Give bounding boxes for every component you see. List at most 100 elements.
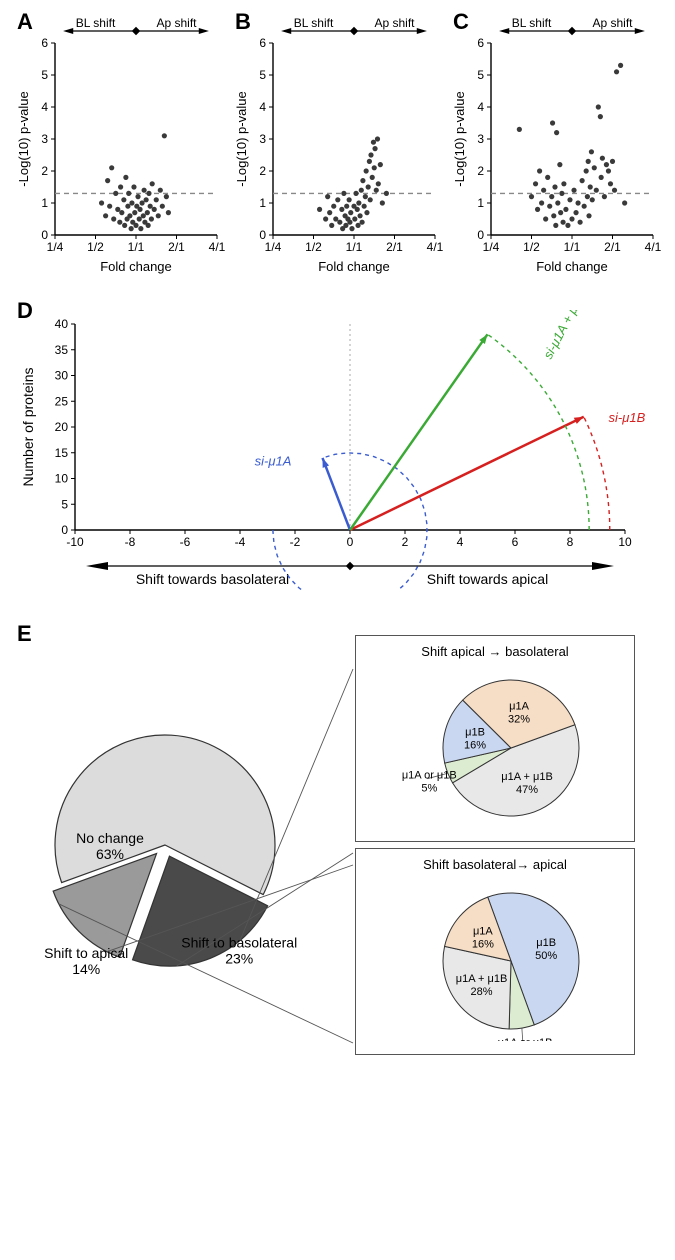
- svg-text:1/2: 1/2: [523, 240, 540, 254]
- svg-text:Shift to basolateral: Shift to basolateral: [181, 934, 297, 950]
- svg-text:6: 6: [477, 36, 484, 50]
- svg-text:2/1: 2/1: [604, 240, 621, 254]
- svg-text:No change: No change: [76, 830, 144, 846]
- svg-text:BL shift: BL shift: [294, 16, 334, 30]
- svg-text:-2: -2: [290, 535, 301, 549]
- svg-text:0: 0: [347, 535, 354, 549]
- svg-text:1/1: 1/1: [128, 240, 145, 254]
- panel-E-label: E: [17, 621, 32, 647]
- svg-text:2/1: 2/1: [386, 240, 403, 254]
- svg-text:4/1: 4/1: [645, 240, 661, 254]
- svg-text:5: 5: [61, 497, 68, 511]
- panel-C: C 01234561/41/21/12/14/1BL shiftAp shift…: [451, 15, 661, 280]
- svg-text:1/4: 1/4: [483, 240, 500, 254]
- svg-text:BL shift: BL shift: [76, 16, 116, 30]
- svg-text:3: 3: [41, 132, 48, 146]
- svg-text:μ1A: μ1A: [509, 700, 529, 712]
- svg-text:6: 6: [41, 36, 48, 50]
- svg-text:14%: 14%: [72, 961, 100, 977]
- svg-text:2: 2: [259, 164, 266, 178]
- svg-text:μ1A + μ1B: μ1A + μ1B: [456, 973, 508, 985]
- svg-text:-10: -10: [66, 535, 84, 549]
- sub-pie-ap-box: Shift basolateral→ apical μ1B50% μ1A or μ…: [355, 848, 635, 1055]
- sub-pie-ap-svg: μ1B50%μ1A or μ1B6%μ1A + μ1B28%μ1A16%: [366, 876, 624, 1041]
- svg-text:-Log(10) p-value: -Log(10) p-value: [452, 91, 467, 186]
- svg-text:Fold change: Fold change: [536, 259, 608, 274]
- svg-text:50%: 50%: [535, 950, 557, 962]
- volcano-A-svg: 01234561/41/21/12/14/1BL shiftAp shiftFo…: [15, 15, 225, 275]
- svg-text:3: 3: [259, 132, 266, 146]
- panel-D: D 0510152025303540-10-8-6-4-20246810Numb…: [15, 310, 660, 595]
- svg-text:1/1: 1/1: [564, 240, 581, 254]
- svg-text:63%: 63%: [96, 846, 124, 862]
- svg-text:23%: 23%: [225, 950, 253, 966]
- svg-text:4: 4: [457, 535, 464, 549]
- svg-text:6: 6: [259, 36, 266, 50]
- svg-text:1: 1: [477, 196, 484, 210]
- vector-svg: 0510152025303540-10-8-6-4-20246810Number…: [15, 310, 655, 590]
- svg-text:si-μ1B: si-μ1B: [609, 410, 646, 425]
- svg-text:10: 10: [618, 535, 632, 549]
- svg-text:1/2: 1/2: [305, 240, 322, 254]
- svg-text:25: 25: [55, 394, 69, 408]
- panel-D-label: D: [17, 298, 33, 324]
- main-pie-svg: No change63% Shift to basolateral23% Shift…: [15, 645, 355, 1045]
- sub-pie-ap-title: Shift basolateral→ apical: [366, 857, 624, 872]
- svg-text:2/1: 2/1: [168, 240, 185, 254]
- sub-pie-bl-title: Shift apical → basolateral: [366, 644, 624, 659]
- panel-C-label: C: [453, 9, 469, 35]
- panel-A-label: A: [17, 9, 33, 35]
- svg-text:40: 40: [55, 317, 69, 331]
- svg-text:μ1A or μ1B: μ1A or μ1B: [498, 1037, 553, 1041]
- svg-text:Shift towards basolateral: Shift towards basolateral: [136, 571, 289, 587]
- svg-text:5%: 5%: [421, 783, 437, 795]
- svg-text:4: 4: [259, 100, 266, 114]
- svg-text:-Log(10) p-value: -Log(10) p-value: [16, 91, 31, 186]
- panel-A: A 01234561/41/21/12/14/1BL shiftAp shift…: [15, 15, 225, 280]
- volcano-B-svg: 01234561/41/21/12/14/1BL shiftAp shiftFo…: [233, 15, 443, 275]
- svg-text:si-μ1A: si-μ1A: [255, 454, 292, 469]
- svg-text:20: 20: [55, 420, 69, 434]
- svg-text:Fold change: Fold change: [318, 259, 390, 274]
- svg-text:16%: 16%: [472, 938, 494, 950]
- svg-text:1/4: 1/4: [265, 240, 282, 254]
- svg-text:10: 10: [55, 472, 69, 486]
- svg-text:4/1: 4/1: [209, 240, 225, 254]
- panel-B: B 01234561/41/21/12/14/1BL shiftAp shift…: [233, 15, 443, 280]
- svg-text:Fold change: Fold change: [100, 259, 172, 274]
- svg-text:2: 2: [477, 164, 484, 178]
- svg-text:-6: -6: [180, 535, 191, 549]
- svg-text:si-μ1A + μ1B: si-μ1A + μ1B: [540, 310, 588, 361]
- svg-text:5: 5: [41, 68, 48, 82]
- svg-text:μ1A or μ1B: μ1A or μ1B: [402, 770, 457, 782]
- svg-text:32%: 32%: [508, 713, 530, 725]
- svg-text:μ1A: μ1A: [473, 925, 493, 937]
- svg-text:4/1: 4/1: [427, 240, 443, 254]
- svg-text:1/1: 1/1: [346, 240, 363, 254]
- svg-text:-8: -8: [125, 535, 136, 549]
- svg-text:2: 2: [41, 164, 48, 178]
- svg-text:30: 30: [55, 369, 69, 383]
- svg-text:Ap shift: Ap shift: [374, 16, 415, 30]
- svg-text:16%: 16%: [464, 740, 486, 752]
- svg-text:3: 3: [477, 132, 484, 146]
- svg-text:1/2: 1/2: [87, 240, 104, 254]
- svg-text:Ap shift: Ap shift: [592, 16, 633, 30]
- svg-text:15: 15: [55, 446, 69, 460]
- svg-text:5: 5: [477, 68, 484, 82]
- svg-text:BL shift: BL shift: [512, 16, 552, 30]
- svg-text:Shift to apical: Shift to apical: [44, 945, 128, 961]
- svg-text:4: 4: [477, 100, 484, 114]
- svg-text:1/4: 1/4: [47, 240, 64, 254]
- svg-text:35: 35: [55, 343, 69, 357]
- svg-text:μ1B: μ1B: [536, 937, 556, 949]
- svg-text:Number of proteins: Number of proteins: [20, 367, 36, 486]
- volcano-row: A 01234561/41/21/12/14/1BL shiftAp shift…: [15, 15, 660, 280]
- volcano-C-svg: 01234561/41/21/12/14/1BL shiftAp shiftFo…: [451, 15, 661, 275]
- svg-text:2: 2: [402, 535, 409, 549]
- svg-text:μ1B: μ1B: [465, 727, 485, 739]
- svg-text:4: 4: [41, 100, 48, 114]
- svg-text:Shift towards apical: Shift towards apical: [427, 571, 548, 587]
- panel-E: E No change63%Shift to basolateral23%Shi…: [15, 635, 660, 1055]
- svg-text:-4: -4: [235, 535, 246, 549]
